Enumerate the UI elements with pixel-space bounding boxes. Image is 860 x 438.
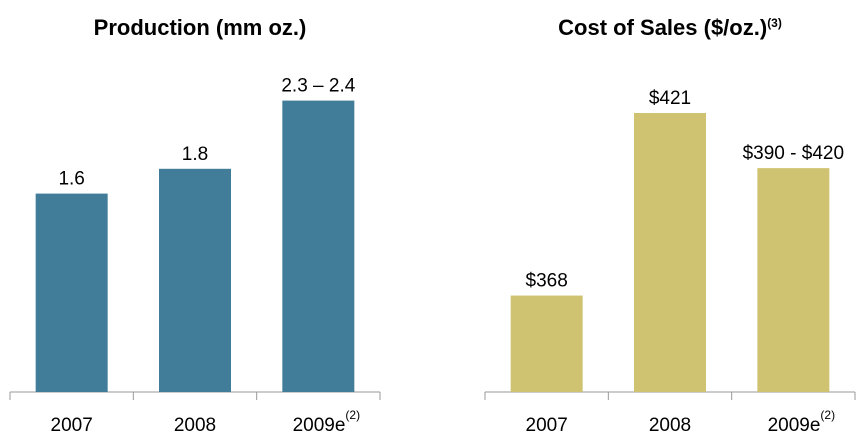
x-tick-label: 2007: [51, 415, 93, 436]
category-text: 2007: [51, 415, 93, 436]
chart-title: Production (mm oz.): [94, 15, 307, 40]
x-tick-label: 2009e(2): [293, 408, 361, 436]
bar: [510, 295, 583, 392]
value-label: 2.3 – 2.4: [281, 76, 355, 97]
value-label: $390 - $420: [743, 143, 844, 164]
bar: [35, 193, 108, 392]
category-text: 2009e: [293, 415, 346, 436]
x-tick-label: 2008: [649, 415, 691, 436]
title-text: Cost of Sales ($/oz.): [558, 15, 767, 40]
value-label: 1.6: [58, 169, 84, 190]
value-label: 1.8: [182, 144, 208, 165]
bar: [282, 100, 355, 392]
title-text: Production (mm oz.): [94, 15, 307, 40]
bar: [634, 113, 706, 392]
value-label: $368: [526, 271, 568, 292]
category-text: 2007: [526, 415, 568, 436]
category-superscript: (2): [820, 408, 835, 422]
bar: [757, 168, 830, 392]
title-superscript: (3): [767, 16, 782, 30]
category-text: 2008: [174, 415, 216, 436]
x-tick-label: 2007: [526, 415, 568, 436]
value-label: $421: [649, 88, 691, 109]
bar: [159, 168, 231, 392]
category-superscript: (2): [345, 408, 360, 422]
category-text: 2009e: [768, 415, 821, 436]
chart-title: Cost of Sales ($/oz.)(3): [558, 15, 782, 40]
category-text: 2008: [649, 415, 691, 436]
x-tick-label: 2009e(2): [768, 408, 836, 436]
x-tick-label: 2008: [174, 415, 216, 436]
